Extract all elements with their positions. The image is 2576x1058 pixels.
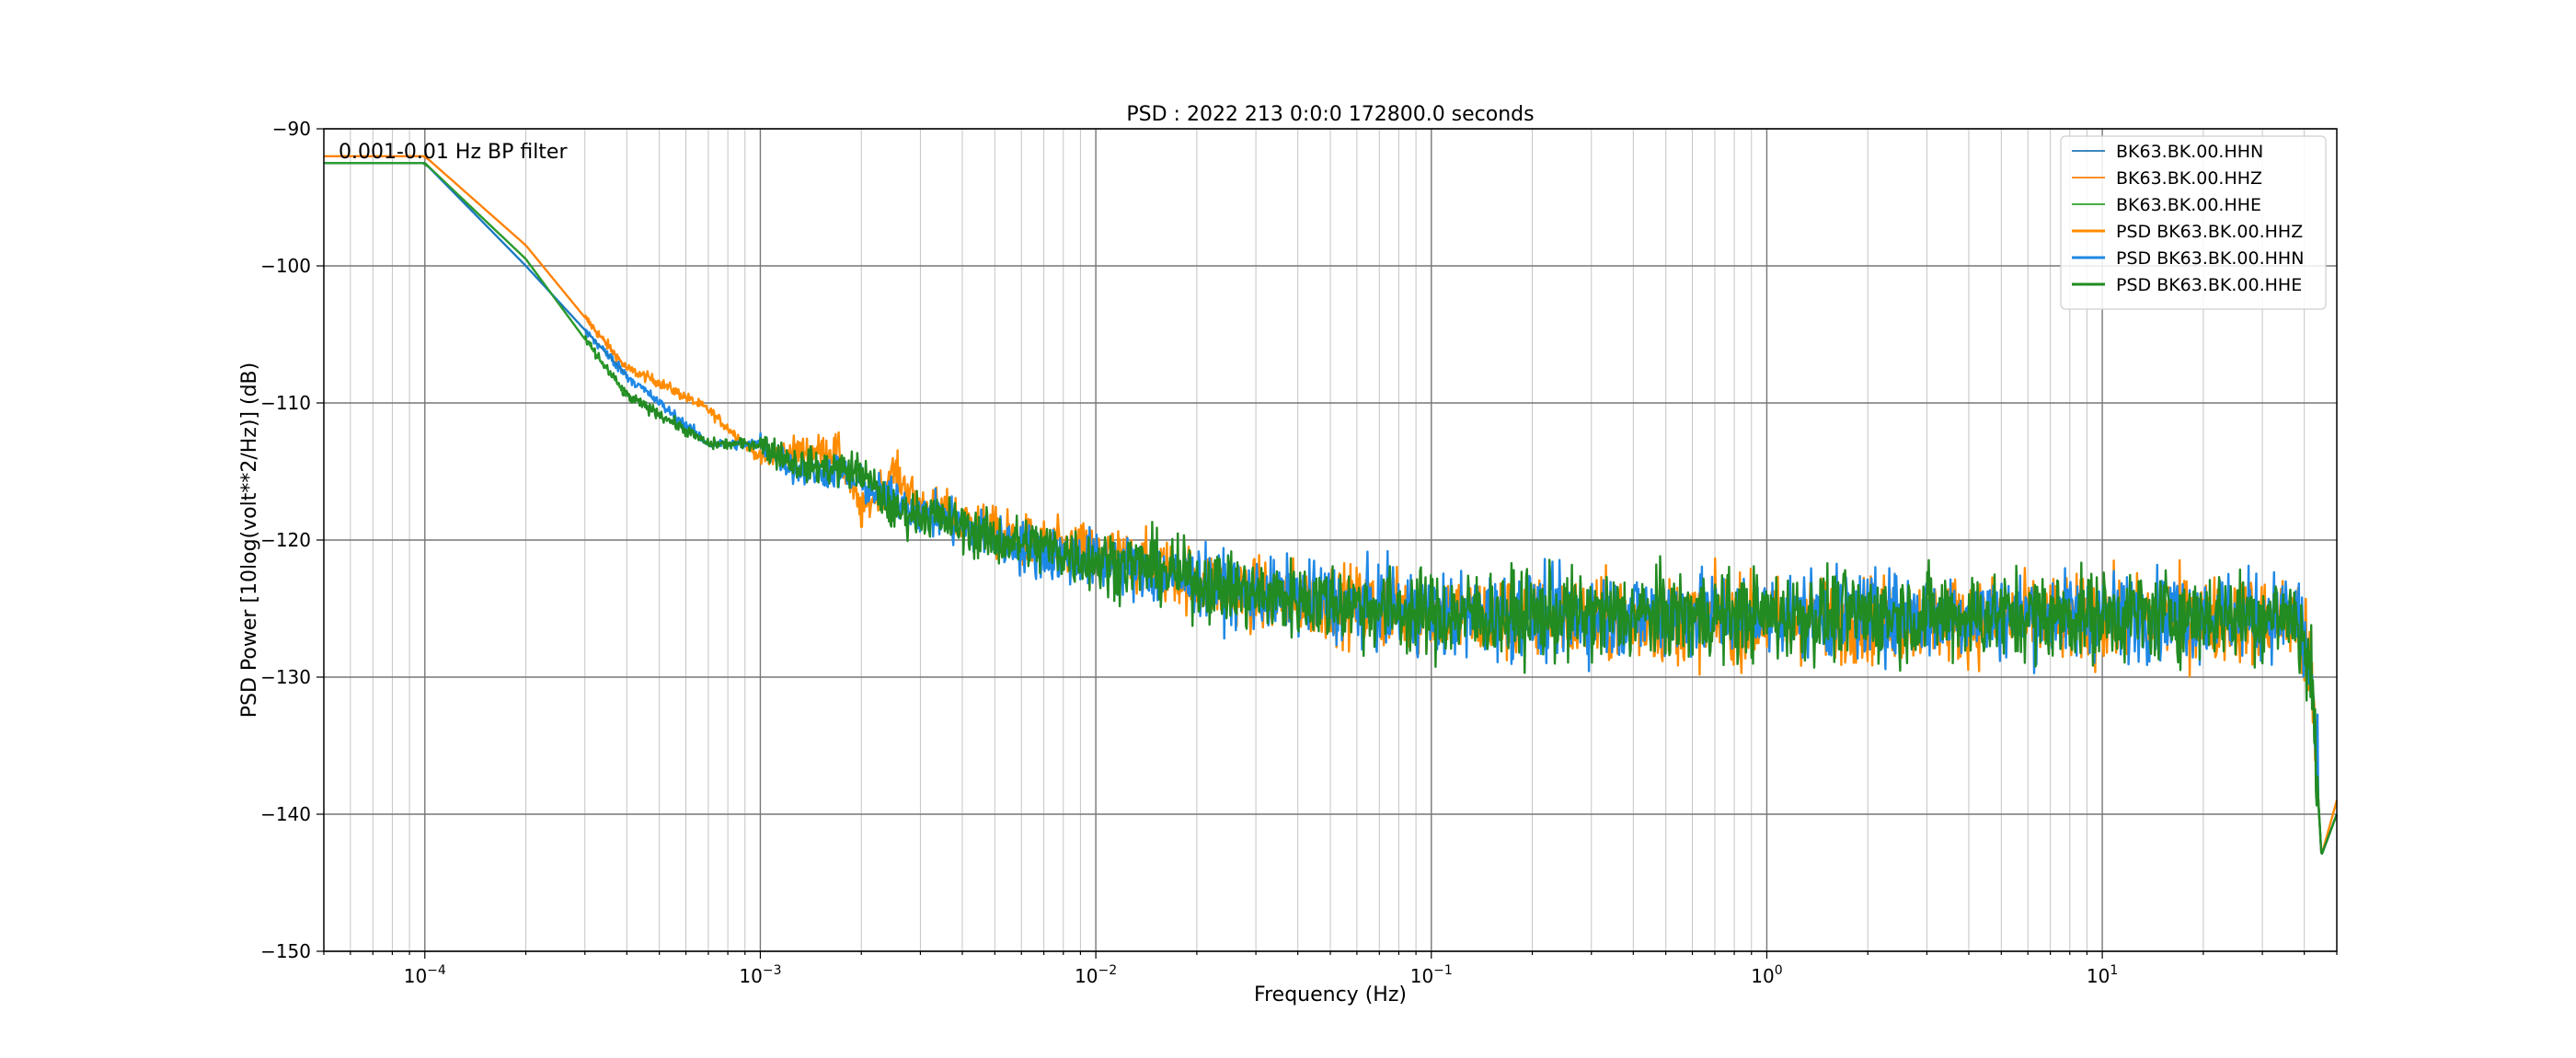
series-line-component [324,162,627,397]
y-axis-label: PSD Power [10log(volt**2/Hz)] (dB) [238,362,261,718]
x-tick-label: 10−2 [1075,963,1117,987]
legend-box [2060,135,2327,310]
legend-entry: PSD BK63.BK.00.HHZ [2116,222,2303,242]
chart-title: PSD : 2022 213 0:0:0 172800.0 seconds [1126,103,1534,126]
y-tick-label: −150 [260,940,311,962]
x-tick-label: 101 [2087,963,2118,987]
x-tick-label: 10−3 [739,963,781,987]
y-tick-label: −90 [272,118,311,140]
x-tick-label: 10−1 [1410,963,1453,987]
legend-entry: BK63.BK.00.HHZ [2116,168,2262,189]
legend-entry: BK63.BK.00.HHN [2116,142,2263,162]
plot-series [323,155,2339,855]
y-tick-label: −140 [260,803,311,825]
series-line [323,162,2339,855]
series-line-component [324,155,627,370]
y-tick-label: −130 [260,666,311,688]
legend-entry: BK63.BK.00.HHE [2116,195,2261,215]
x-tick-label: 100 [1751,963,1782,987]
legend-entry: PSD BK63.BK.00.HHN [2116,248,2304,269]
axis-ticks: −90 −100 −110 −120 −130 −140 −150 10−4 10−3 10−2 1… [260,118,2338,987]
y-tick-label: −120 [260,529,311,551]
filter-annotation: 0.001-0.01 Hz BP filter [339,141,568,164]
y-tick-label: −110 [260,392,311,414]
legend: BK63.BK.00.HHN BK63.BK.00.HHZ BK63.BK.00.H… [2060,135,2327,310]
x-axis-label: Frequency (Hz) [1254,983,1407,1006]
x-tick-label: 10−4 [404,963,446,987]
y-tick-label: −100 [260,255,311,277]
legend-entry: PSD BK63.BK.00.HHE [2116,275,2302,295]
